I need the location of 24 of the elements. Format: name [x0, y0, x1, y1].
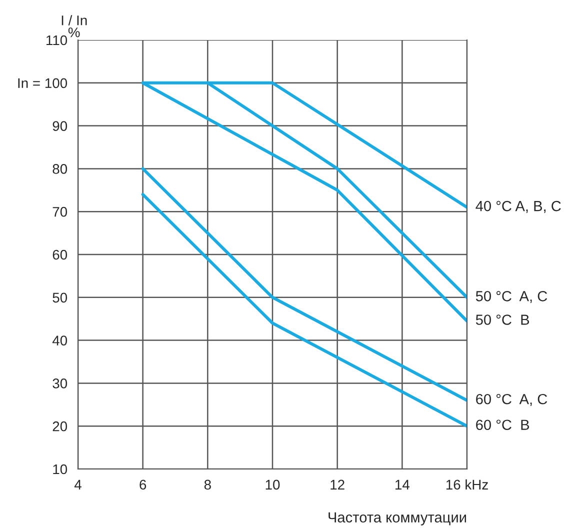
y-tick-label: In = 100 — [18, 78, 68, 88]
series-label: 60 °C B — [476, 420, 530, 430]
series-label: 40 °C A, B, C — [476, 200, 561, 213]
series-label: 50 °C B — [476, 314, 530, 325]
x-tick-label: 4 — [74, 480, 82, 490]
x-tick-label: 16 kHz — [446, 479, 488, 490]
x-axis-title: Частота коммутации — [328, 512, 466, 526]
y-tick-label: 70 — [52, 206, 68, 217]
y-tick-label: 80 — [52, 164, 68, 174]
y-tick-label: 60 — [52, 250, 68, 260]
x-tick-label: 14 — [396, 480, 410, 490]
y-tick-label: 90 — [52, 121, 68, 131]
x-tick-label: 12 — [330, 480, 344, 490]
x-tick-label: 10 — [266, 480, 280, 490]
y-tick-label: 10 — [53, 464, 68, 474]
x-tick-label: 6 — [140, 480, 146, 490]
y-tick-label: 40 — [52, 336, 68, 346]
y-tick-label: 30 — [52, 378, 68, 388]
series-label: 50 °C A, C — [476, 290, 548, 304]
y-tick-label: 110 — [46, 35, 68, 46]
y-tick-label: 50 — [52, 292, 68, 303]
x-tick-label: 8 — [204, 480, 211, 490]
y-tick-label: 20 — [52, 421, 68, 432]
series-label: 60 °C A, C — [476, 394, 548, 406]
